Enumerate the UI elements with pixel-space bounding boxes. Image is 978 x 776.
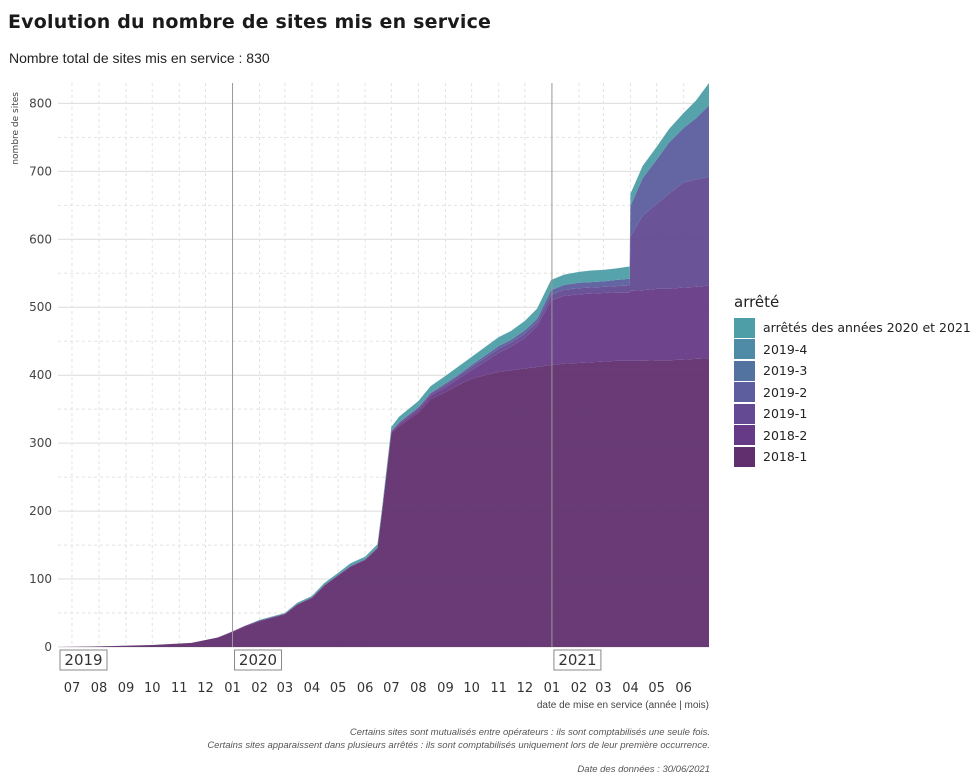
chart-subtitle: Nombre total de sites mis en service : 8… xyxy=(9,50,270,66)
x-tick-label: 10 xyxy=(463,681,480,696)
legend-label: 2019-1 xyxy=(763,406,808,422)
legend: arrêté arrêtés des années 2020 et 2021 2… xyxy=(734,293,971,468)
x-tick-label: 07 xyxy=(64,681,81,696)
legend-title: arrêté xyxy=(734,293,780,311)
y-tick-label: 600 xyxy=(29,232,52,246)
area-series xyxy=(58,358,709,647)
legend-swatch xyxy=(734,403,755,424)
x-tick-label: 05 xyxy=(330,681,347,696)
year-label-box xyxy=(234,649,283,671)
caption-mutualises: Certains sites sont mutualisés entre opé… xyxy=(349,727,710,738)
x-tick-label: 04 xyxy=(622,681,639,696)
y-tick-label: 500 xyxy=(29,300,52,314)
x-tick-label: 01 xyxy=(224,681,241,696)
x-tick-label: 08 xyxy=(410,681,427,696)
chart-title: Evolution du nombre de sites mis en serv… xyxy=(8,11,492,33)
legend-label: 2019-2 xyxy=(763,384,808,400)
x-tick-label: 08 xyxy=(91,681,108,696)
x-tick-label: 10 xyxy=(144,681,161,696)
legend-swatch xyxy=(734,382,755,403)
year-lines xyxy=(232,83,553,647)
x-tick-label: 02 xyxy=(571,681,588,696)
legend-swatch xyxy=(734,317,755,338)
legend-label: 2019-4 xyxy=(763,341,808,357)
x-tick-label: 03 xyxy=(595,681,612,696)
legend-swatch xyxy=(734,339,755,360)
year-label-box xyxy=(553,649,602,671)
x-tick-label: 11 xyxy=(171,681,188,696)
legend-label: 2019-3 xyxy=(763,363,808,379)
x-tick-label: 03 xyxy=(277,681,294,696)
x-tick-label: 04 xyxy=(304,681,321,696)
legend-item-2019-2: 2019-2 xyxy=(734,382,971,404)
x-tick-label: 06 xyxy=(675,681,692,696)
y-tick-label: 100 xyxy=(29,572,52,586)
legend-label: arrêtés des années 2020 et 2021 xyxy=(763,320,971,336)
area-series xyxy=(58,285,709,647)
y-axis-label: nombre de sites xyxy=(11,92,21,165)
x-tick-label: 06 xyxy=(357,681,374,696)
x-tick-label: 09 xyxy=(437,681,454,696)
y-tick-label: 800 xyxy=(29,96,52,110)
x-tick-label: 11 xyxy=(490,681,507,696)
legend-label: 2018-2 xyxy=(763,427,808,443)
x-tick-label: 01 xyxy=(544,681,561,696)
y-tick-label: 700 xyxy=(29,164,52,178)
caption-date: Date des données : 30/06/2021 xyxy=(577,764,710,775)
stacked-area-layer xyxy=(58,83,709,648)
legend-item-2018-2: 2018-2 xyxy=(734,425,971,447)
x-tick-label: 12 xyxy=(197,681,214,696)
x-tick-label: 12 xyxy=(517,681,534,696)
x-tick-label: 07 xyxy=(383,681,400,696)
axis-layer: 0 100 200 300 400 500 600 700 800 07 08 09 10 11 12 01 0… xyxy=(29,96,692,696)
legend-item-2018-1: 2018-1 xyxy=(734,446,971,468)
x-axis-label: date de mise en service (année | mois) xyxy=(537,700,709,711)
year-label: 2020 xyxy=(239,651,277,669)
y-tick-label: 400 xyxy=(29,368,52,382)
legend-swatch xyxy=(734,446,755,467)
y-tick-label: 200 xyxy=(29,504,52,518)
legend-swatch xyxy=(734,425,755,446)
legend-item-2019-4: 2019-4 xyxy=(734,339,971,361)
legend-item-2019-1: 2019-1 xyxy=(734,403,971,425)
x-tick-label: 02 xyxy=(251,681,268,696)
caption-occurrence: Certains sites apparaissent dans plusieu… xyxy=(207,740,710,751)
legend-swatch xyxy=(734,360,755,381)
y-tick-label: 300 xyxy=(29,436,52,450)
area-series xyxy=(58,176,709,647)
year-label-box xyxy=(59,649,108,671)
year-label: 2021 xyxy=(558,651,596,669)
year-label: 2019 xyxy=(64,651,102,669)
y-tick-label: 0 xyxy=(44,640,52,654)
x-tick-label: 09 xyxy=(118,681,135,696)
legend-item-2019-3: 2019-3 xyxy=(734,360,971,382)
x-tick-label: 05 xyxy=(648,681,665,696)
legend-label: 2018-1 xyxy=(763,449,808,465)
legend-item-arretes-2020-2021: arrêtés des années 2020 et 2021 xyxy=(734,317,971,339)
